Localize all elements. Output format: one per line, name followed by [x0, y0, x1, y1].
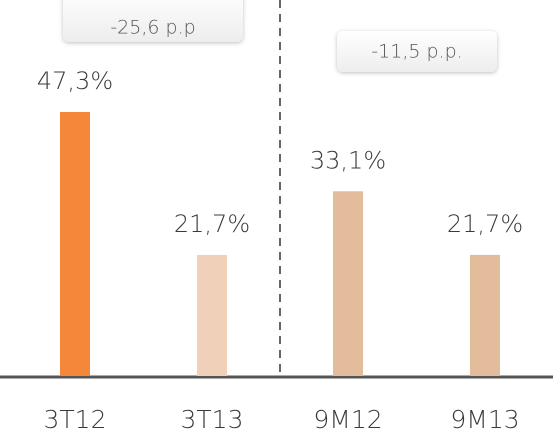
bar [333, 191, 363, 376]
bar [60, 112, 90, 376]
annotation-box [337, 31, 497, 72]
value-label: 21,7% [447, 210, 523, 238]
annotation: -25,6 p.p [110, 17, 195, 39]
x-tick-label: 3T13 [181, 405, 244, 434]
x-tick-label: 9M12 [313, 405, 382, 434]
annotation-box [63, 0, 243, 42]
bar [197, 254, 227, 376]
x-tick-label: 9M13 [450, 405, 519, 434]
value-label: 47,3% [37, 67, 113, 95]
x-tick-label: 3T12 [44, 405, 107, 434]
bar [470, 254, 500, 376]
annotation: -11,5 p.p. [371, 41, 462, 63]
value-label: 21,7% [174, 210, 250, 238]
value-label: 33,1% [310, 146, 386, 174]
